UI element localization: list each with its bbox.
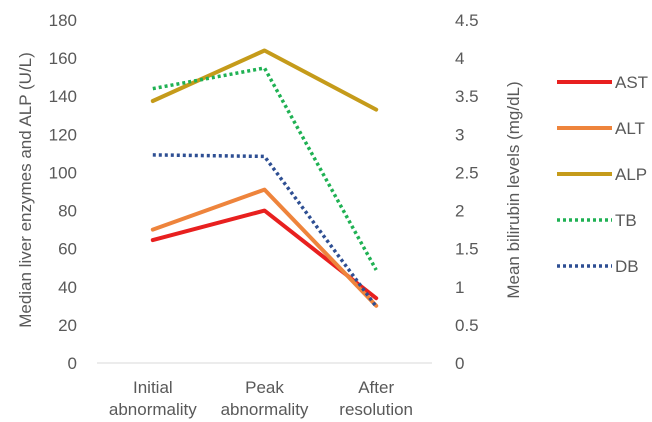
right-tick-label: 3.5: [455, 87, 479, 106]
legend-label-db: DB: [615, 257, 639, 276]
right-tick-label: 0.5: [455, 316, 479, 335]
series-line-alt: [150, 187, 379, 308]
right-tick-label: 2: [455, 202, 464, 221]
right-tick-label: 1: [455, 278, 464, 297]
x-tick-label: Initial: [133, 378, 173, 397]
left-tick-label: 100: [49, 163, 77, 182]
left-axis-ticks: 0 20 40 60 80 100 120 140 160 180: [49, 11, 77, 373]
series-line-db: [152, 153, 378, 308]
left-tick-label: 0: [68, 354, 77, 373]
x-tick-label: abnormality: [109, 400, 197, 419]
x-tick-label: After: [358, 378, 394, 397]
right-axis-label: Mean bilirubin levels (mg/dL): [504, 81, 523, 298]
right-tick-label: 4.5: [455, 11, 479, 30]
left-tick-label: 140: [49, 87, 77, 106]
left-tick-label: 160: [49, 49, 77, 68]
left-axis-label: Median liver enzymes and ALP (U/L): [16, 52, 35, 328]
right-tick-label: 2.5: [455, 163, 479, 182]
series-line-ast: [150, 208, 379, 301]
x-tick-label: abnormality: [221, 400, 309, 419]
legend-label-alt: ALT: [615, 119, 645, 138]
right-tick-label: 1.5: [455, 240, 479, 259]
legend-label-ast: AST: [615, 73, 648, 92]
series-line-alp: [150, 48, 379, 112]
x-axis-ticks: Initial abnormality Peak abnormality After re…: [109, 378, 413, 419]
left-tick-label: 80: [58, 202, 77, 221]
x-tick-label: Peak: [245, 378, 284, 397]
x-tick-label: resolution: [339, 400, 413, 419]
left-tick-label: 60: [58, 240, 77, 259]
right-tick-label: 0: [455, 354, 464, 373]
left-tick-label: 40: [58, 278, 77, 297]
legend: AST ALT ALP TB DB: [557, 73, 648, 276]
series-lines: [150, 48, 379, 308]
legend-label-alp: ALP: [615, 165, 647, 184]
right-tick-label: 3: [455, 125, 464, 144]
left-tick-label: 20: [58, 316, 77, 335]
right-axis-ticks: 0 0.5 1 1.5 2 2.5 3 3.5 4 4.5: [455, 11, 479, 373]
legend-label-tb: TB: [615, 211, 637, 230]
left-tick-label: 180: [49, 11, 77, 30]
left-tick-label: 120: [49, 125, 77, 144]
series-line-tb: [152, 66, 378, 271]
right-tick-label: 4: [455, 49, 464, 68]
